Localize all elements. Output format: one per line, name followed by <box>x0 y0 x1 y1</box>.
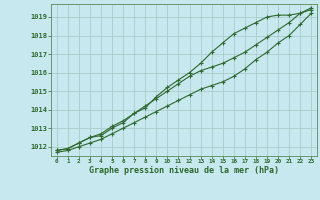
X-axis label: Graphe pression niveau de la mer (hPa): Graphe pression niveau de la mer (hPa) <box>89 166 279 175</box>
